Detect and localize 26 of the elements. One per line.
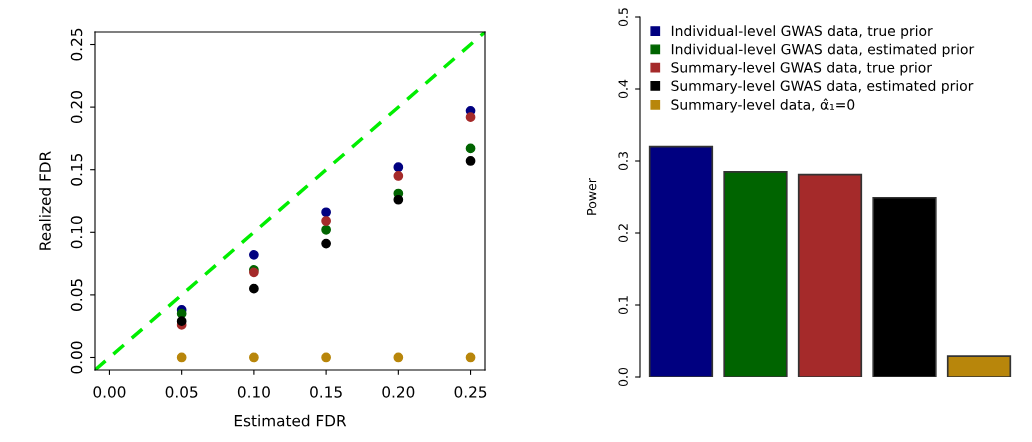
y-tick-label: 0.25: [70, 28, 83, 61]
y-tick-label: 0.0: [618, 367, 628, 387]
x-tick-label: 0.15: [310, 386, 342, 398]
x-tick-label: 0.05: [165, 386, 198, 398]
x-tick-label: 0.20: [382, 386, 415, 398]
y-tick-label: 0.00: [70, 341, 83, 374]
x-tick-label: 0.10: [237, 386, 270, 398]
y-tick-label: 0.3: [618, 152, 628, 171]
legend-label: Individual-level GWAS data, true prior: [671, 25, 933, 39]
y-tick-label: 0.10: [70, 216, 83, 249]
legend-label: Summary-level GWAS data, estimated prior: [671, 80, 974, 94]
y-tick-label: 0.5: [618, 8, 628, 27]
legend-label: Individual-level GWAS data, estimated prior: [671, 43, 975, 58]
y-tick-label: 0.20: [70, 91, 83, 124]
y-tick-label: 0.1: [618, 296, 628, 315]
y-tick-label: 0.2: [618, 224, 628, 243]
y-tick-label: 0.15: [70, 154, 83, 186]
x-tick-label: 0.00: [93, 386, 126, 398]
y-axis-title: Realized FDR: [39, 151, 51, 250]
y-tick-label: 0.05: [70, 279, 83, 311]
y-axis-title: Power: [587, 178, 597, 215]
y-tick-label: 0.4: [618, 79, 628, 99]
x-axis-title: Estimated FDR: [234, 414, 347, 427]
x-tick-label: 0.25: [454, 386, 487, 398]
legend-label: Summary-level data, α̂₁=0: [671, 98, 855, 113]
legend-label: Summary-level GWAS data, true prior: [671, 61, 932, 76]
